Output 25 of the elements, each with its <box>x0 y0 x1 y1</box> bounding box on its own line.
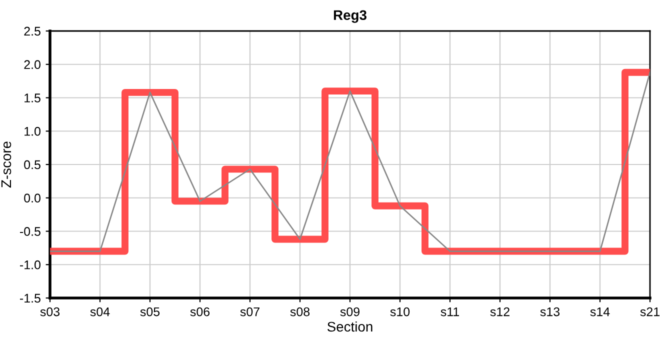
y-tick-label: 0.0 <box>24 194 40 203</box>
y-tick-label: 1.0 <box>24 126 40 136</box>
x-tick-label: s07 <box>240 307 260 316</box>
x-tick-label: s21 <box>640 307 660 316</box>
y-tick-label: -1.5 <box>20 294 40 303</box>
x-tick-label: s06 <box>190 307 210 316</box>
x-tick-label: s05 <box>140 307 160 316</box>
x-axis-title: Section <box>327 321 372 332</box>
y-tick-label: -0.5 <box>20 227 40 236</box>
x-tick-label: s11 <box>440 307 460 316</box>
y-tick-label: 2.0 <box>24 60 40 70</box>
y-tick-label: 0.5 <box>24 160 40 170</box>
y-tick-label: 1.5 <box>24 94 40 102</box>
x-tick-label: s08 <box>290 307 310 316</box>
x-tick-label: s14 <box>590 307 610 316</box>
y-axis-title: Z-score <box>1 142 12 188</box>
y-tick-label: -1.0 <box>20 260 40 270</box>
x-tick-label: s03 <box>40 307 60 316</box>
y-tick-label: 2.5 <box>24 26 40 36</box>
chart-title: Reg3 <box>334 10 366 23</box>
x-tick-label: s13 <box>540 307 560 316</box>
x-tick-label: s12 <box>490 307 510 316</box>
x-tick-label: s09 <box>340 307 360 316</box>
x-tick-label: s10 <box>390 307 410 316</box>
x-tick-label: s04 <box>90 307 110 316</box>
